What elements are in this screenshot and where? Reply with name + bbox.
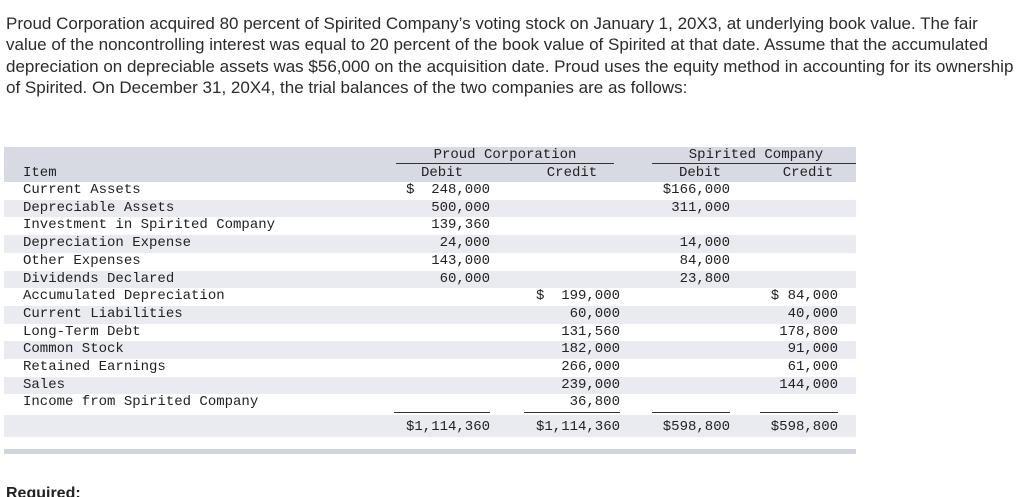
cell-b-debit: 14,000 bbox=[679, 235, 730, 252]
cell-b-credit: 144,000 bbox=[779, 376, 838, 393]
row-shade bbox=[4, 341, 856, 359]
table-bottom-bar bbox=[4, 449, 856, 454]
cell-a-credit: 36,800 bbox=[569, 394, 620, 411]
total-rule-a-credit bbox=[524, 412, 620, 413]
row-item-label: Income from Spirited Company bbox=[23, 394, 259, 411]
row-item-label: Other Expenses bbox=[23, 252, 141, 269]
header-company-a: Proud Corporation bbox=[433, 147, 577, 163]
row-shade bbox=[4, 199, 856, 218]
cell-b-debit: $166,000 bbox=[662, 182, 730, 198]
header-company-b: Spirited Company bbox=[688, 147, 824, 163]
cell-a-credit: 60,000 bbox=[569, 305, 620, 322]
total-rule-b-debit bbox=[652, 412, 730, 413]
header-credit-b: Credit bbox=[782, 165, 834, 181]
header-credit-a: Credit bbox=[546, 165, 598, 181]
header-rule-a bbox=[396, 163, 614, 164]
cell-a-debit: 500,000 bbox=[431, 199, 490, 216]
header-debit-b: Debit bbox=[678, 165, 721, 181]
table-header-band bbox=[4, 147, 856, 182]
total-b-credit: $598,800 bbox=[770, 419, 838, 435]
cell-b-credit: $ 84,000 bbox=[770, 288, 838, 305]
cell-b-debit: 311,000 bbox=[671, 199, 730, 216]
row-shade bbox=[4, 235, 856, 253]
cell-a-credit: 182,000 bbox=[561, 341, 620, 358]
cell-b-credit: 40,000 bbox=[787, 305, 838, 322]
totals-band bbox=[4, 415, 856, 437]
total-b-debit: $598,800 bbox=[662, 419, 730, 435]
trial-balance-table: Proud Corporation Spirited Company Item … bbox=[4, 147, 856, 454]
cell-b-credit: 61,000 bbox=[787, 359, 838, 375]
row-item-label: Long-Term Debt bbox=[23, 323, 141, 340]
total-a-debit: $1,114,360 bbox=[405, 419, 490, 435]
cell-a-credit: 266,000 bbox=[561, 359, 620, 375]
cell-b-credit: 91,000 bbox=[787, 341, 838, 358]
problem-statement: Proud Corporation acquired 80 percent of… bbox=[6, 14, 1014, 97]
row-item-label: Depreciation Expense bbox=[23, 235, 192, 252]
cell-a-credit: $ 199,000 bbox=[535, 288, 620, 305]
cell-a-debit: $ 248,000 bbox=[405, 182, 490, 198]
cell-a-debit: 60,000 bbox=[439, 270, 490, 287]
row-item-label: Current Liabilities bbox=[23, 305, 183, 322]
row-shade bbox=[4, 305, 856, 324]
cell-a-credit: 131,560 bbox=[561, 323, 620, 340]
cell-b-credit: 178,800 bbox=[779, 323, 838, 340]
row-item-label: Investment in Spirited Company bbox=[23, 217, 276, 234]
row-item-label: Depreciable Assets bbox=[23, 199, 175, 216]
total-rule-b-credit bbox=[760, 412, 838, 413]
row-item-label: Common Stock bbox=[23, 341, 124, 358]
cell-a-debit: 139,360 bbox=[431, 217, 490, 234]
total-rule-a-debit bbox=[394, 412, 490, 413]
row-item-label: Retained Earnings bbox=[23, 359, 166, 375]
cell-b-debit: 84,000 bbox=[679, 252, 730, 269]
header-debit-a: Debit bbox=[420, 165, 463, 181]
cell-a-credit: 239,000 bbox=[561, 376, 620, 393]
row-item-label: Sales bbox=[23, 376, 66, 393]
header-rule-b bbox=[652, 163, 856, 164]
row-item-label: Current Assets bbox=[23, 182, 141, 198]
header-item: Item bbox=[23, 165, 57, 181]
required-heading: Required: bbox=[6, 485, 81, 497]
cell-b-debit: 23,800 bbox=[679, 270, 730, 287]
row-shade bbox=[4, 270, 856, 289]
row-shade bbox=[4, 376, 856, 395]
total-a-credit: $1,114,360 bbox=[535, 419, 620, 435]
cell-a-debit: 143,000 bbox=[431, 252, 490, 269]
row-item-label: Dividends Declared bbox=[23, 270, 175, 287]
cell-a-debit: 24,000 bbox=[439, 235, 490, 252]
row-item-label: Accumulated Depreciation bbox=[23, 288, 225, 305]
